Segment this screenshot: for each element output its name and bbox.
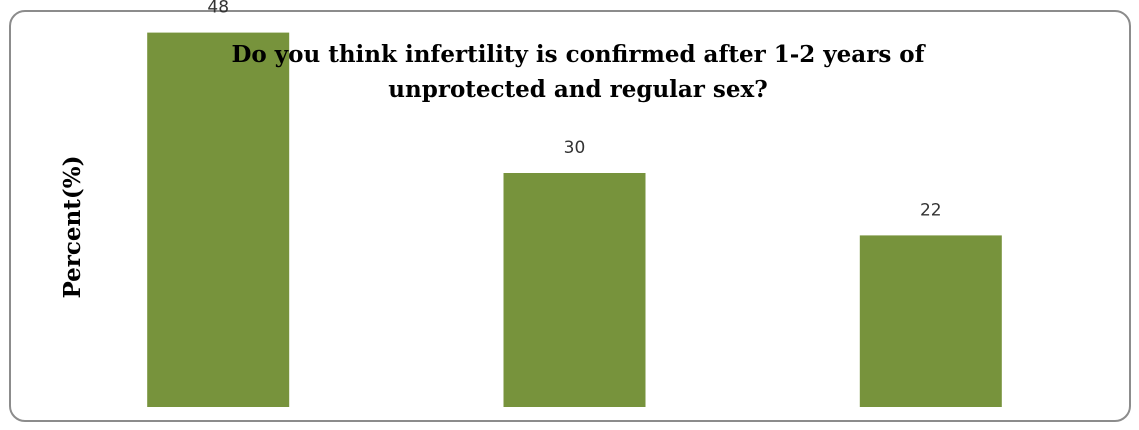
bar-2	[503, 173, 646, 407]
data-label-1: 48	[207, 0, 229, 18]
bar-1	[147, 32, 290, 407]
bar-3	[859, 235, 1002, 407]
bar-group	[147, 32, 1002, 407]
chart-title-line-1: Do you think infertility is confirmed af…	[231, 41, 926, 68]
y-axis-label: Percent(%)	[59, 155, 86, 298]
data-label-group: 48 30 22	[207, 0, 941, 220]
data-label-2: 30	[564, 138, 586, 158]
chart-title-line-2: unprotected and regular sex?	[388, 76, 767, 103]
data-label-3: 22	[920, 200, 942, 220]
